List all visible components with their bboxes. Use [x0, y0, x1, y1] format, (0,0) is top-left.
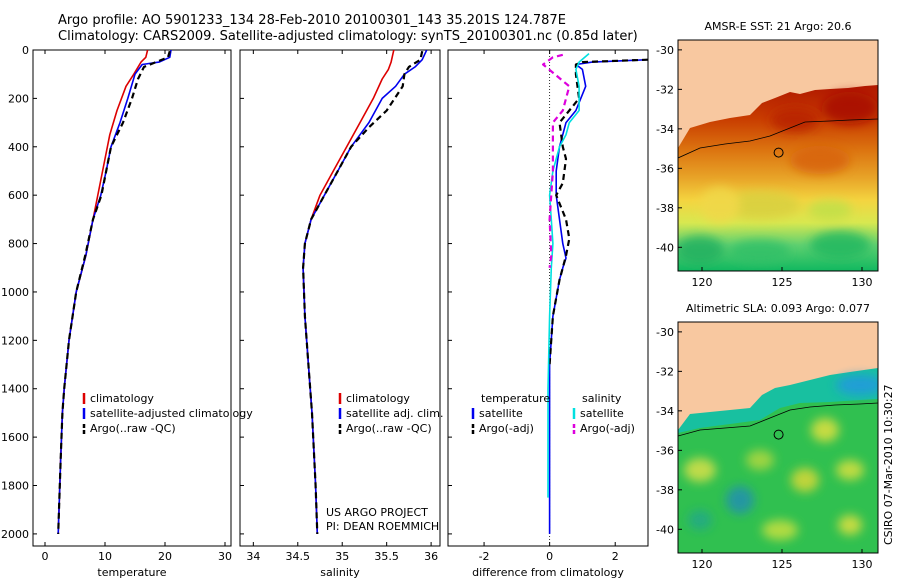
map-axes: AMSR-E SST: 21 Argo: 20.6 120 125 130 -30 -32…: [656, 20, 879, 571]
profile-panel-2: 34 34.5 35 35.5 36 salinity: [239, 49, 441, 579]
profile-plots: 0 10 20 30020040060080010001200140016001800…: [1, 44, 649, 579]
map-y-tick-label: -30: [656, 44, 674, 57]
legend-label: Argo(-adj): [580, 422, 635, 435]
header-line-1: Argo profile: AO 5901233_134 28-Feb-2010…: [58, 13, 566, 28]
map-y-tick-label: -34: [656, 123, 674, 136]
x-tick-label: 0: [546, 550, 553, 563]
map-y-tick-label: -36: [656, 444, 674, 457]
x-tick-label: 2: [612, 550, 619, 563]
y-tick-label: 200: [8, 92, 29, 105]
legend-label: satellite: [479, 407, 523, 420]
y-tick-label: 1000: [1, 286, 29, 299]
legend-label: satellite: [580, 407, 624, 420]
map-x-tick-label: 130: [852, 276, 873, 289]
map-axes-1: AMSR-E SST: 21 Argo: 20.6 120 125 130 -30 -32…: [656, 20, 879, 289]
header-line-2: Climatology: CARS2009. Satellite-adjuste…: [58, 29, 638, 44]
y-tick-label: 0: [22, 44, 29, 57]
map-x-tick-label: 120: [692, 276, 713, 289]
x-tick-label: 10: [98, 550, 112, 563]
map-y-tick-label: -40: [656, 241, 674, 254]
sla-map: [678, 322, 878, 553]
x-tick-label: -2: [479, 550, 490, 563]
panel-frame: [239, 49, 441, 547]
series-group: [541, 52, 648, 534]
x-tick-label: 36: [424, 550, 438, 563]
legend-label: Argo(-adj): [479, 422, 534, 435]
sst-map: [678, 40, 878, 271]
sst-argo-marker: [773, 147, 784, 158]
y-tick-label: 1200: [1, 334, 29, 347]
x-tick-label: 20: [158, 550, 172, 563]
x-tick-label: 35.5: [374, 550, 399, 563]
x-tick-label: 0: [42, 550, 49, 563]
map-title: AMSR-E SST: 21 Argo: 20.6: [704, 20, 851, 33]
series-line-4: [541, 53, 571, 268]
x-tick-label: 30: [218, 550, 232, 563]
sla-texture: [684, 375, 878, 540]
map-x-tick-label: 125: [772, 558, 793, 571]
legend-difference-panel: temperature satellite Argo(-adj) salinity sa…: [471, 392, 635, 435]
map-y-tick-label: -34: [656, 405, 674, 418]
map-y-tick-label: -32: [656, 83, 674, 96]
pi-annotation: PI: DEAN ROEMMICH: [326, 520, 439, 533]
legend-temperature-panel: climatology satellite-adjusted climatolog…: [82, 392, 253, 435]
series-line-3: [302, 50, 424, 534]
y-tick-label: 1400: [1, 383, 29, 396]
map-x-tick-label: 120: [692, 558, 713, 571]
map-axes-2: Altimetric SLA: 0.093 Argo: 0.077 120 125 1…: [656, 302, 879, 571]
legend-heading: salinity: [582, 392, 622, 405]
sst-ocean: [678, 85, 878, 271]
profile-panel-3: -2 0 2 difference from climatology: [447, 49, 649, 579]
y-tick-label: 1600: [1, 431, 29, 444]
legend-salinity-panel: climatology satellite adj. clim. Argo(..ra…: [326, 392, 443, 533]
series-group: [57, 50, 172, 534]
legend-label: climatology: [346, 392, 410, 405]
x-axis-label: temperature: [97, 566, 166, 579]
y-tick-label: 1800: [1, 480, 29, 493]
profile-panel-1: 0 10 20 30 0 200 400 600 800 1000 1200 1400 1600 1800…: [1, 44, 232, 579]
project-annotation: US ARGO PROJECT: [326, 506, 428, 519]
legend-label: satellite adj. clim.: [346, 407, 443, 420]
x-tick-label: 35: [335, 550, 349, 563]
map-frame: [677, 321, 879, 554]
panel-frame: [32, 49, 232, 547]
map-x-tick-label: 125: [772, 276, 793, 289]
map-y-tick-label: -38: [656, 484, 674, 497]
y-tick-label: 400: [8, 141, 29, 154]
map-y-tick-label: -36: [656, 162, 674, 175]
sla-contour: [678, 402, 878, 437]
series-line-3: [57, 50, 171, 534]
x-axis-label: salinity: [320, 566, 360, 579]
series-group: [302, 50, 428, 534]
legend-heading: temperature: [481, 392, 550, 405]
map-x-tick-label: 130: [852, 558, 873, 571]
x-tick-label: 34: [246, 550, 260, 563]
map-y-tick-label: -32: [656, 365, 674, 378]
y-tick-label: 600: [8, 189, 29, 202]
y-tick-label: 800: [8, 238, 29, 251]
x-tick-label: 34.5: [286, 550, 311, 563]
map-y-tick-label: -30: [656, 326, 674, 339]
legend-label: climatology: [90, 392, 154, 405]
sst-contour: [678, 118, 878, 159]
legend-label: Argo(..raw -QC): [90, 422, 176, 435]
sla-argo-marker: [773, 429, 784, 440]
legend-label: satellite-adjusted climatology: [90, 407, 253, 420]
legend-label: Argo(..raw -QC): [346, 422, 432, 435]
map-y-tick-label: -40: [656, 523, 674, 536]
map-frame: [677, 39, 879, 272]
map-title: Altimetric SLA: 0.093 Argo: 0.077: [686, 302, 870, 315]
sst-texture: [678, 92, 878, 264]
map-y-tick-label: -38: [656, 202, 674, 215]
x-axis-label: difference from climatology: [472, 566, 624, 579]
y-tick-label: 2000: [1, 528, 29, 541]
series-line-2: [548, 58, 648, 365]
